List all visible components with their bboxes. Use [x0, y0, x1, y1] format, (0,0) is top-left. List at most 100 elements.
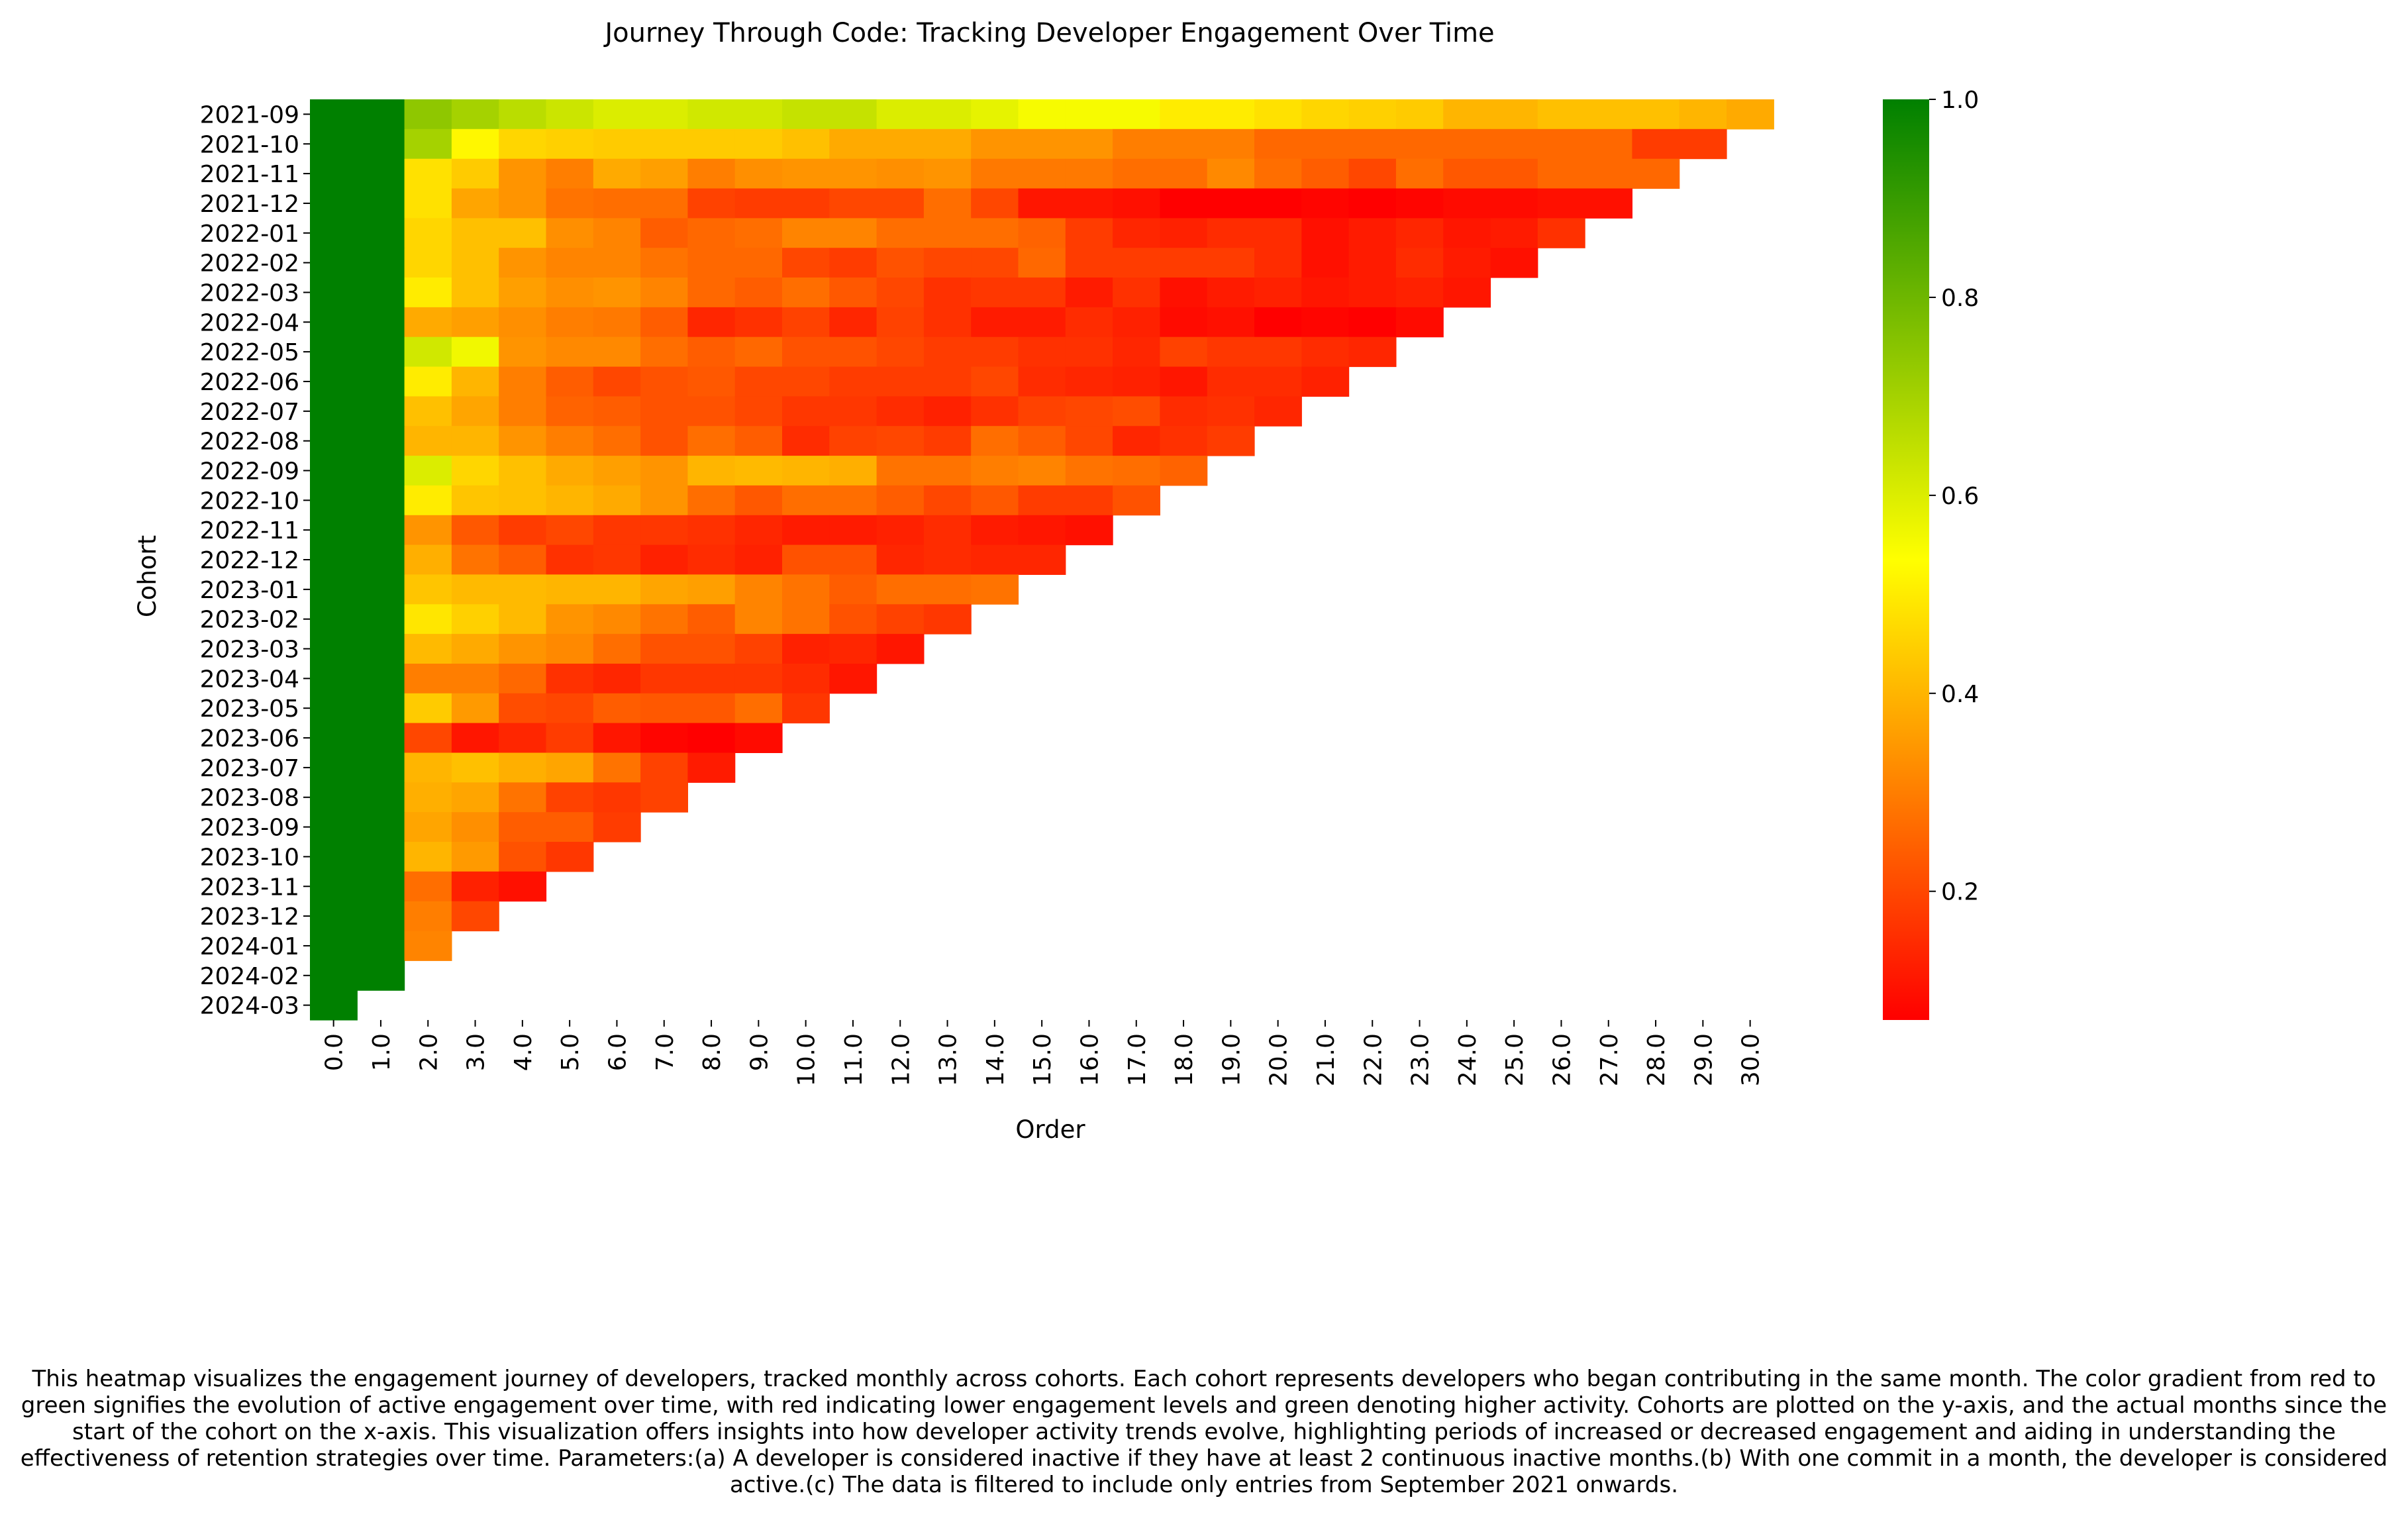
heatmap-cell — [546, 574, 594, 605]
heatmap-cell — [640, 723, 688, 753]
heatmap-cell — [593, 366, 641, 397]
heatmap-cell — [357, 871, 405, 902]
heatmap-cell — [782, 128, 830, 160]
heatmap-cell — [593, 544, 641, 575]
heatmap-cell — [1254, 278, 1302, 308]
heatmap-cell — [687, 188, 736, 219]
heatmap-cell — [499, 604, 547, 635]
heatmap-cell — [829, 515, 878, 546]
heatmap-cell — [971, 426, 1019, 456]
heatmap-cell — [1207, 158, 1255, 189]
heatmap-cell — [357, 485, 405, 516]
heatmap-cell — [1160, 307, 1208, 338]
heatmap-cell — [404, 723, 452, 753]
y-tick-label: 2023-09 — [200, 815, 299, 842]
y-tick-label: 2023-01 — [200, 577, 299, 604]
heatmap-cell — [593, 782, 641, 813]
heatmap-cell — [404, 99, 452, 130]
heatmap-cell — [971, 336, 1019, 368]
heatmap-cell — [1065, 278, 1113, 308]
heatmap-cell — [593, 336, 641, 368]
heatmap-cell — [923, 158, 972, 189]
heatmap-cell — [1348, 128, 1397, 160]
heatmap-cell — [593, 426, 641, 456]
heatmap-cell — [1160, 396, 1208, 427]
heatmap-cell — [451, 278, 499, 308]
heatmap-cell — [593, 812, 641, 842]
heatmap-cell — [971, 218, 1019, 248]
heatmap-cell — [876, 158, 925, 189]
heatmap-cell — [1254, 336, 1302, 368]
heatmap-cell — [1160, 188, 1208, 219]
heatmap-cell — [734, 218, 783, 248]
heatmap-cell — [499, 634, 547, 664]
heatmap-cell — [357, 634, 405, 664]
heatmap-cell — [1490, 128, 1538, 160]
heatmap-cell — [357, 752, 405, 783]
heatmap-cell — [1301, 248, 1350, 278]
heatmap-cell — [640, 188, 688, 219]
heatmap-cell — [1018, 128, 1066, 160]
heatmap-cell — [1207, 307, 1255, 338]
heatmap-cell — [593, 456, 641, 486]
y-tick-label: 2022-10 — [200, 487, 299, 515]
heatmap-cell — [734, 604, 783, 635]
heatmap-cell — [1160, 99, 1208, 130]
heatmap-cell — [923, 248, 972, 278]
heatmap-cell — [640, 426, 688, 456]
heatmap-cell — [1160, 336, 1208, 368]
heatmap-cell — [1301, 128, 1350, 160]
x-tick-label: 21.0 — [1313, 1033, 1340, 1086]
heatmap-cell — [687, 604, 736, 635]
heatmap-cell — [687, 366, 736, 397]
heatmap-cell — [1443, 218, 1491, 248]
heatmap-cell — [687, 426, 736, 456]
heatmap-cell — [1395, 99, 1444, 130]
heatmap-cell — [876, 574, 925, 605]
heatmap-cell — [499, 188, 547, 219]
heatmap-cell — [310, 574, 358, 605]
heatmap-cell — [404, 515, 452, 546]
heatmap-cell — [1632, 158, 1680, 189]
heatmap-cell — [310, 485, 358, 516]
heatmap-cell — [829, 158, 878, 189]
heatmap-cell — [499, 128, 547, 160]
heatmap-cell — [1065, 99, 1113, 130]
x-tick-label: 20.0 — [1266, 1033, 1293, 1086]
heatmap-cell — [310, 366, 358, 397]
heatmap-cell — [310, 456, 358, 486]
heatmap-cell — [546, 812, 594, 842]
heatmap-cell — [451, 128, 499, 160]
heatmap-cell — [640, 604, 688, 635]
heatmap-cell — [1443, 99, 1491, 130]
y-tick-label: 2022-07 — [200, 399, 299, 426]
x-tick-label: 3.0 — [463, 1033, 490, 1071]
heatmap-cell — [593, 604, 641, 635]
heatmap-cell — [687, 634, 736, 664]
heatmap-cell — [546, 278, 594, 308]
heatmap-cell — [546, 634, 594, 664]
heatmap-cell — [310, 960, 358, 991]
y-tick-label: 2022-02 — [200, 250, 299, 278]
x-tick-label: 28.0 — [1643, 1033, 1670, 1086]
x-tick-label: 30.0 — [1738, 1033, 1765, 1086]
heatmap-cell — [357, 664, 405, 694]
heatmap-cell — [1113, 396, 1160, 427]
heatmap-cell — [1585, 188, 1632, 219]
x-tick-label: 19.0 — [1218, 1033, 1245, 1086]
heatmap-cell — [357, 128, 405, 160]
heatmap-cell — [404, 634, 452, 664]
heatmap-cell — [1301, 158, 1350, 189]
heatmap-cell — [876, 634, 925, 664]
heatmap-cell — [687, 396, 736, 427]
heatmap-cell — [1301, 218, 1350, 248]
heatmap-cell — [1537, 99, 1585, 130]
heatmap-cell — [687, 248, 736, 278]
heatmap-cell — [404, 456, 452, 486]
heatmap-cell — [734, 515, 783, 546]
heatmap-cell — [546, 396, 594, 427]
heatmap-cell — [1254, 128, 1302, 160]
heatmap-cell — [782, 515, 830, 546]
heatmap-cell — [829, 396, 878, 427]
heatmap-cell — [310, 158, 358, 189]
